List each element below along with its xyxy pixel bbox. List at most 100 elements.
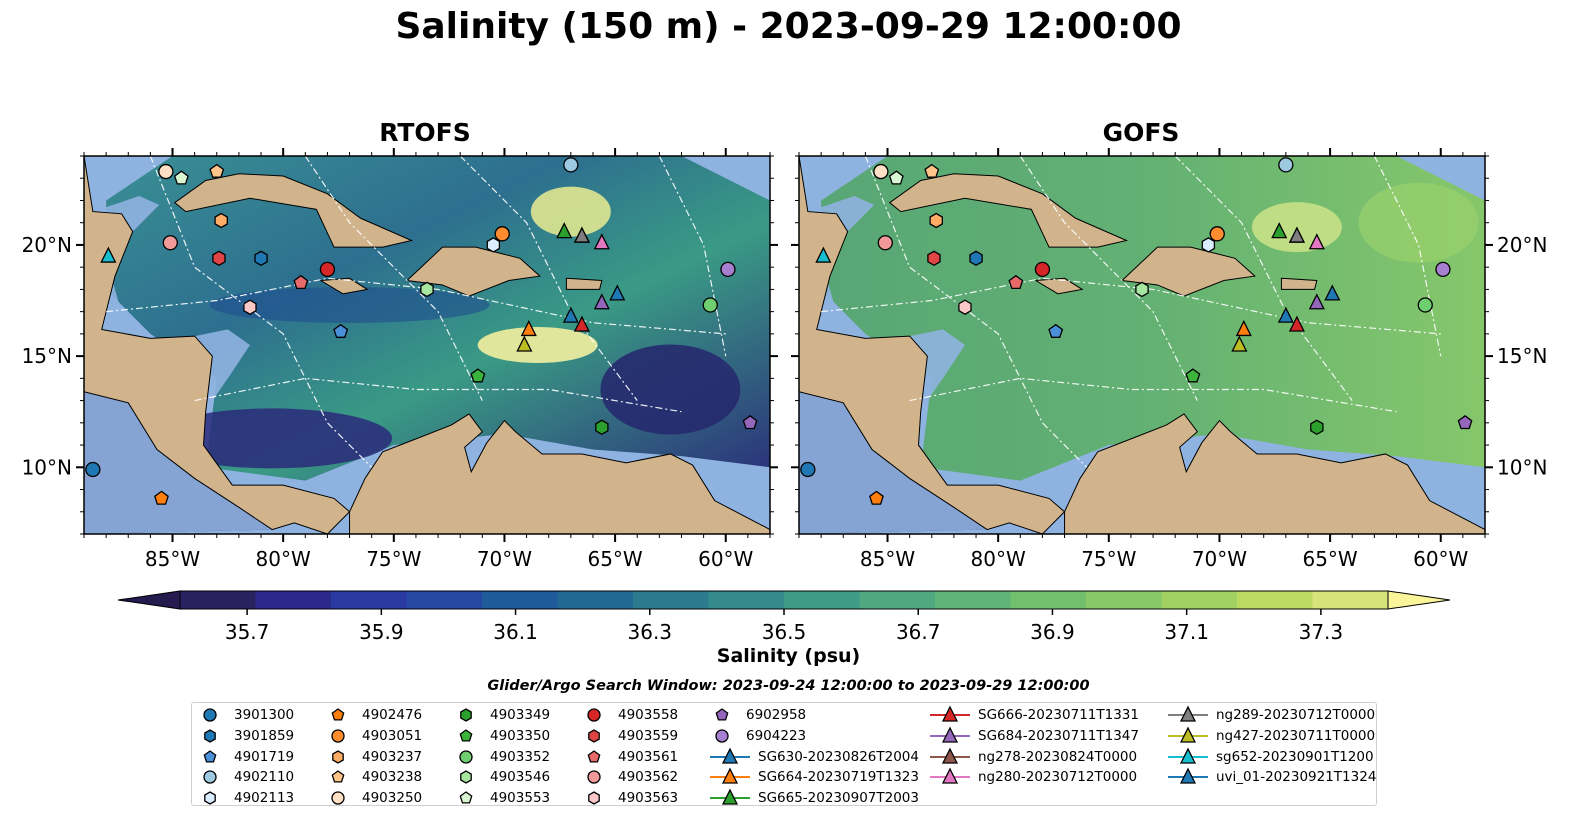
legend-marker	[941, 705, 959, 722]
colorbar-extend-high	[1387, 590, 1451, 610]
legend-label: 3901300	[234, 707, 295, 723]
obs-4902476	[869, 490, 884, 505]
colorbar-tick-label: 35.7	[225, 620, 270, 644]
obs-4903546	[420, 281, 434, 298]
lat-tick-label: 10°N	[1497, 455, 1547, 479]
colorbar-tick-label: 36.1	[493, 620, 538, 644]
obs-SG666-20230711T1331	[573, 315, 590, 332]
obs-4903563	[958, 299, 972, 315]
legend-marker	[1179, 705, 1197, 722]
legend-marker	[331, 770, 345, 783]
legend-label: 4902110	[234, 769, 295, 786]
obs-3901300	[85, 461, 101, 478]
legend-label: 4903250	[362, 790, 423, 807]
land	[405, 246, 541, 297]
legend-marker	[460, 708, 472, 722]
legend-label: 4903350	[490, 727, 551, 744]
legend-marker	[721, 788, 739, 805]
obs-4903051	[494, 226, 510, 242]
lon-tick-label: 65°W	[587, 547, 642, 571]
legend-marker	[1179, 726, 1197, 743]
legend-marker	[203, 749, 217, 763]
legend-marker	[459, 791, 473, 804]
lon-tick-label: 60°W	[698, 547, 753, 571]
legend-label: 4903238	[362, 769, 423, 786]
obs-4903349	[1310, 419, 1324, 436]
lon-tick-label: 75°W	[1081, 547, 1136, 571]
obs-ng280-20230712T0000	[1308, 233, 1325, 250]
obs-4902476	[154, 490, 169, 505]
legend-label: 4903562	[618, 769, 679, 786]
legend-label: 6904223	[746, 727, 807, 744]
legend-marker	[460, 770, 472, 785]
legend-label: sg652-20230901T1200	[1216, 748, 1374, 765]
legend-marker	[721, 767, 739, 785]
legend-label: 4903559	[618, 727, 679, 744]
legend-marker	[331, 708, 345, 721]
lat-tick-label: 15°N	[1497, 344, 1547, 368]
obs-4903352	[702, 297, 718, 313]
land	[565, 277, 603, 290]
land	[799, 156, 1066, 534]
legend-marker	[588, 791, 600, 805]
land	[888, 173, 1129, 248]
map-frame	[798, 155, 1486, 535]
obs-4903546	[1135, 281, 1149, 298]
legend-label: SG665-20230907T2003	[758, 790, 919, 807]
legend-label: 3901859	[234, 727, 295, 744]
obs-4903250	[873, 163, 889, 180]
colorbar-tick-label: 35.9	[359, 620, 404, 644]
obs-ng289-20230712T0000	[1288, 226, 1305, 243]
obs-SG664-20230719T1323	[520, 319, 537, 337]
map-panel-gofs: 85°W 80°W 75°W 70°W 65°W 60°W 10°N 15°N 20°N	[791, 148, 1547, 571]
lon-tick-label: 65°W	[1302, 547, 1357, 571]
obs-ng427-20230711T0000	[1231, 335, 1248, 352]
legend-label: 4903051	[362, 727, 423, 744]
obs-4903051	[1209, 226, 1225, 242]
lat-tick-label: 20°N	[22, 233, 72, 257]
legend-marker	[459, 749, 473, 764]
obs-SG664-20230719T1323	[1235, 319, 1252, 337]
legend-label: 4902113	[234, 790, 295, 807]
land	[242, 156, 278, 157]
colorbar-tick-label: 36.9	[1030, 620, 1075, 644]
panel-title-gofs: GOFS	[1102, 118, 1180, 147]
obs-4902110	[563, 157, 579, 173]
obs-4901719	[1048, 323, 1064, 338]
obs-4903250	[158, 163, 174, 180]
legend-marker	[587, 708, 601, 722]
lon-tick-label: 60°W	[1413, 547, 1468, 571]
obs-4903559	[212, 250, 226, 267]
legend-marker	[715, 708, 729, 721]
obs-4903238	[924, 163, 940, 178]
legend-label: 4903546	[490, 769, 551, 786]
legend-marker	[941, 747, 959, 764]
obs-ng289-20230712T0000	[573, 226, 590, 243]
map-frame	[83, 155, 771, 535]
legend: 3901300 3901859 4901719 4902110 4902113 49024…	[191, 702, 1377, 806]
lon-tick-label: 80°W	[971, 547, 1026, 571]
legend-label: SG684-20230711T1347	[978, 727, 1139, 744]
colorbar-segment	[255, 591, 332, 609]
legend-label: SG666-20230711T1331	[978, 707, 1139, 723]
legend-marker	[1179, 747, 1197, 764]
lat-tick-label: 10°N	[22, 455, 72, 479]
legend-label: 4903553	[490, 790, 551, 807]
obs-sg652-20230901T1200	[100, 246, 117, 263]
legend-marker	[203, 708, 217, 722]
legend-label: SG630-20230826T2004	[758, 748, 919, 765]
legend-label: 6902958	[746, 707, 807, 723]
lat-tick-label: 15°N	[22, 344, 72, 368]
legend-label: ng280-20230712T0000	[978, 769, 1138, 786]
obs-SG684-20230711T1347	[593, 293, 610, 310]
obs-4903558	[1034, 261, 1051, 278]
colorbar-segment	[859, 591, 936, 609]
colorbar-segment	[406, 591, 483, 609]
map-panel-rtofs: 85°W 80°W 75°W 70°W 65°W 60°W 10°N 15°N 20°N	[22, 148, 778, 571]
obs-4903559	[927, 250, 941, 267]
legend-marker	[204, 729, 216, 743]
obs-4903553	[888, 170, 904, 185]
obs-4903553	[173, 170, 189, 185]
legend-marker	[941, 767, 959, 785]
legend-label: ng278-20230824T0000	[978, 748, 1138, 765]
